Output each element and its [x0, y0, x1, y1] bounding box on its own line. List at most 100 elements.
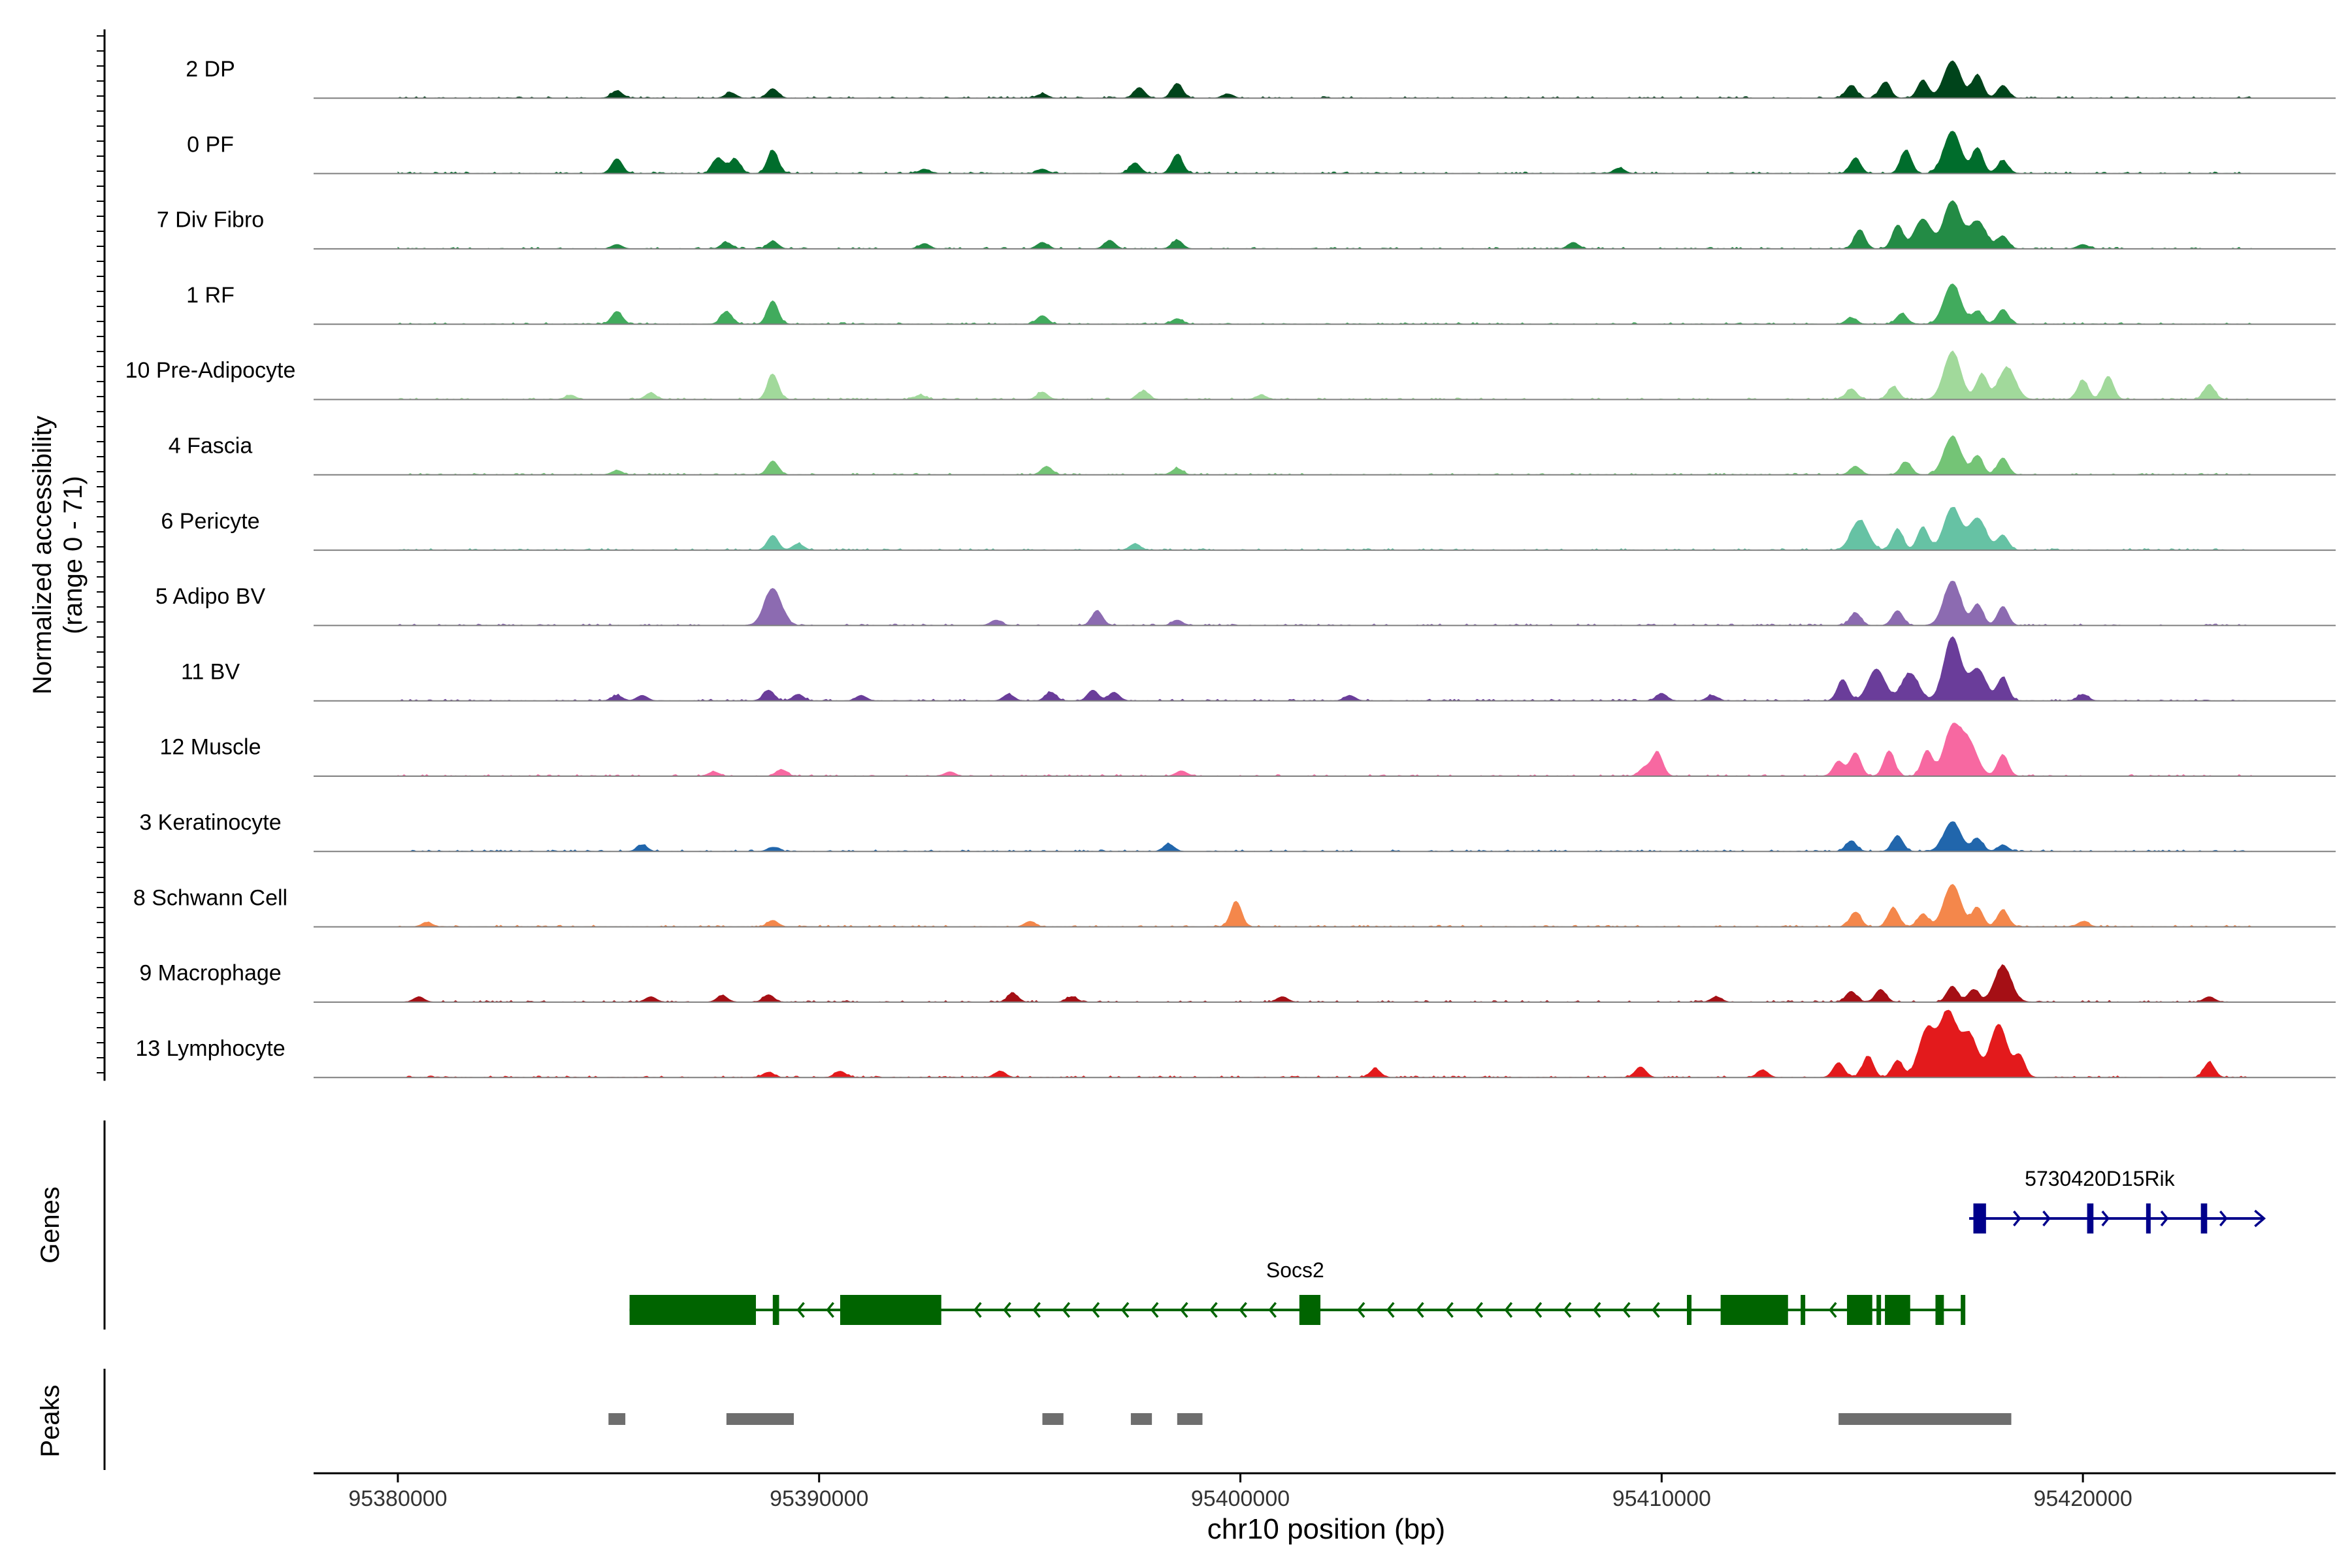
track-label: 9 Macrophage — [139, 961, 281, 986]
coverage-area — [397, 1009, 2252, 1078]
x-tick-label: 95420000 — [2033, 1486, 2132, 1511]
x-tick-label: 95390000 — [770, 1486, 868, 1511]
track-9: 11 BV — [181, 636, 2336, 702]
gene-exon — [840, 1295, 941, 1325]
coverage-area — [397, 283, 2252, 325]
peaks-track — [103, 1369, 2012, 1470]
strand-arrow — [1563, 1301, 1572, 1318]
strand-arrow — [2042, 1210, 2051, 1227]
strand-arrow — [796, 1301, 805, 1318]
x-tick-label: 95380000 — [348, 1486, 447, 1511]
track-4: 1 RF — [186, 283, 2336, 325]
gene-label: 5730420D15Rik — [2025, 1167, 2176, 1190]
genes-panel-label: Genes — [36, 1186, 65, 1264]
track-label: 8 Schwann Cell — [133, 885, 287, 910]
gene-exon — [1973, 1203, 1986, 1233]
strand-arrow — [1592, 1301, 1601, 1318]
strand-arrow — [1416, 1301, 1424, 1318]
gene-exon — [1801, 1295, 1806, 1325]
track-13: 9 Macrophage — [139, 961, 2336, 1003]
strand-arrow — [1268, 1301, 1277, 1318]
x-axis-label: chr10 position (bp) — [1207, 1513, 1445, 1545]
strand-arrow — [1003, 1301, 1011, 1318]
y-axis-label: Normalized accessibility — [28, 416, 57, 694]
track-10: 12 Muscle — [160, 723, 2336, 777]
strand-arrow — [1180, 1301, 1188, 1318]
strand-arrow — [1652, 1301, 1660, 1318]
strand-arrow — [1150, 1301, 1159, 1318]
gene-exon — [772, 1295, 779, 1325]
gene-exon — [1847, 1295, 1872, 1325]
peak-region — [1042, 1413, 1064, 1425]
coverage-area — [397, 131, 2252, 174]
coverage-area — [397, 350, 2252, 400]
gene-label: Socs2 — [1266, 1258, 1324, 1282]
strand-arrow — [1356, 1301, 1365, 1318]
strand-arrow — [1475, 1301, 1483, 1318]
strand-arrow — [1622, 1301, 1631, 1318]
strand-arrow — [2254, 1209, 2266, 1228]
gene-exon — [1885, 1295, 1910, 1325]
gene-exon — [1935, 1295, 1944, 1325]
track-11: 3 Keratinocyte — [139, 810, 2336, 853]
strand-arrow — [1445, 1301, 1454, 1318]
gene-exon — [2200, 1203, 2208, 1233]
strand-arrow — [1504, 1301, 1513, 1318]
strand-arrow — [1239, 1301, 1247, 1318]
gene-exon — [1299, 1295, 1321, 1325]
gene-5730420d15rik: 5730420D15Rik — [1969, 1167, 2266, 1233]
strand-arrow — [2219, 1210, 2228, 1227]
track-12: 8 Schwann Cell — [133, 884, 2336, 928]
track-label: 7 Div Fibro — [157, 208, 264, 233]
track-label: 2 DP — [186, 57, 235, 82]
coverage-area — [397, 435, 2252, 476]
strand-arrow — [2101, 1210, 2110, 1227]
strand-arrow — [2013, 1210, 2021, 1227]
strand-arrow — [1828, 1301, 1837, 1318]
strand-arrow — [1091, 1301, 1100, 1318]
gene-exon — [1687, 1295, 1692, 1325]
strand-arrow — [826, 1301, 835, 1318]
track-label: 6 Pericyte — [161, 509, 259, 534]
track-8: 5 Adipo BV — [155, 580, 2336, 627]
x-tick-label: 95410000 — [1612, 1486, 1711, 1511]
track-label: 10 Pre-Adipocyte — [125, 358, 296, 383]
strand-arrow — [1386, 1301, 1395, 1318]
track-2: 0 PF — [187, 131, 2336, 174]
coverage-area — [397, 60, 2252, 99]
strand-arrow — [1032, 1301, 1041, 1318]
strand-arrow — [973, 1301, 982, 1318]
track-5: 10 Pre-Adipocyte — [125, 350, 2336, 400]
strand-arrow — [1062, 1301, 1071, 1318]
coverage-area — [397, 884, 2252, 928]
track-label: 0 PF — [187, 132, 234, 157]
track-label: 1 RF — [186, 283, 235, 308]
y-axis-range-label: (range 0 - 71) — [59, 476, 88, 634]
track-3: 7 Div Fibro — [157, 200, 2336, 250]
track-7: 6 Pericyte — [161, 506, 2336, 551]
track-14: 13 Lymphocyte — [135, 1009, 2336, 1079]
track-label: 12 Muscle — [160, 735, 261, 760]
strand-arrow — [1120, 1301, 1130, 1318]
track-label: 5 Adipo BV — [155, 584, 266, 609]
genes-track: Socs2 5730420D15Rik — [103, 1120, 2266, 1330]
track-label: 4 Fascia — [169, 434, 253, 459]
peak-region — [1838, 1413, 2012, 1425]
strand-arrow — [2160, 1210, 2169, 1227]
strand-arrow — [1533, 1301, 1543, 1318]
peak-region — [1130, 1413, 1152, 1425]
gene-exon — [1720, 1295, 1788, 1325]
track-6: 4 Fascia — [169, 434, 2336, 476]
gene-exon — [2087, 1203, 2094, 1233]
coverage-tracks: 2 DP 0 PF 7 Div Fibro 1 RF 10 Pre-Adipocyte 4… — [125, 57, 2336, 1079]
gene-exon — [1961, 1295, 1966, 1325]
peaks-panel-label: Peaks — [36, 1384, 65, 1457]
coverage-area — [397, 636, 2252, 702]
gene-exon — [629, 1295, 757, 1325]
coverage-area — [397, 723, 2252, 777]
x-tick-label: 95400000 — [1191, 1486, 1290, 1511]
gene-exon — [1876, 1295, 1882, 1325]
gene-exon — [2146, 1203, 2151, 1233]
coverage-area — [397, 964, 2252, 1003]
